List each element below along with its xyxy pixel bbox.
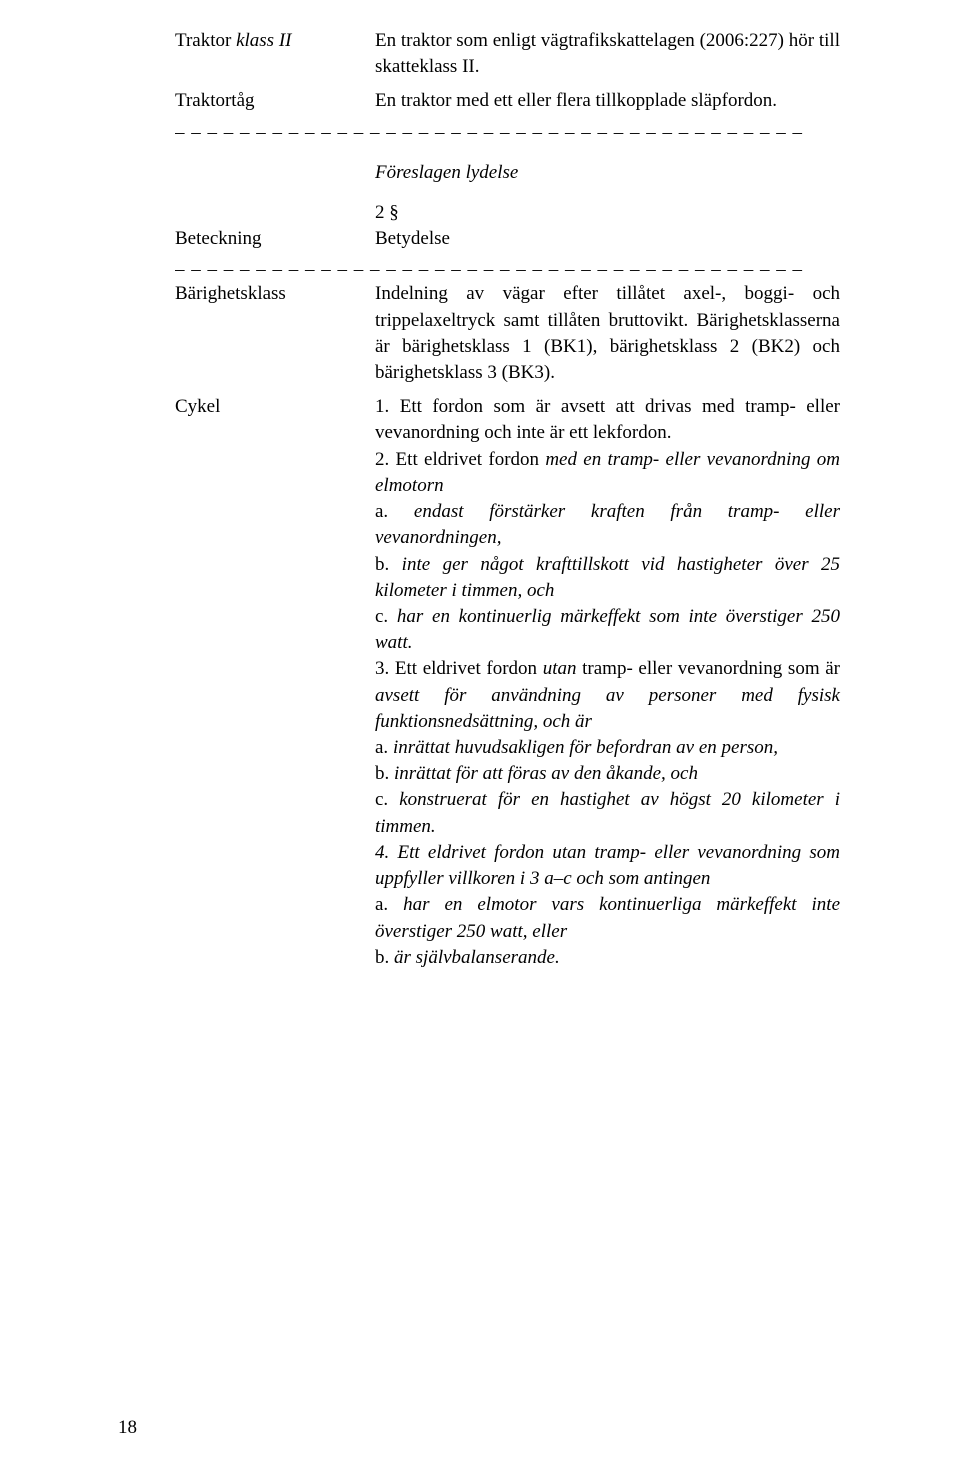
list-subitem: b. är självbalanserande. [375, 945, 840, 971]
text-run: c. [375, 789, 399, 810]
list-subitem: a. endast förstärker kraften från tramp-… [375, 499, 840, 551]
section-number: 2 § [175, 200, 840, 226]
definition-row: Traktortåg En traktor med ett eller fler… [175, 88, 840, 114]
term-cell: Traktor klass II [175, 28, 375, 80]
list-item: 2. Ett eldrivet fordon med en tramp- ell… [375, 447, 840, 499]
dashed-divider: – – – – – – – – – – – – – – – – – – – – … [175, 123, 840, 142]
definition-row: Bärighetsklass Indelning av vägar efter … [175, 281, 840, 386]
text-run-italic: inrättat för att föras av den åkande, oc… [394, 763, 698, 784]
text-run-italic: inte ger något krafttillskott vid hastig… [375, 554, 840, 601]
header-def: Betydelse [375, 226, 840, 252]
text-run: c. [375, 606, 397, 627]
text-run: 2. Ett eldrivet fordon [375, 449, 545, 470]
list-subitem: a. har en elmotor vars kontinuer­liga mä… [375, 892, 840, 944]
term-plain: Traktortåg [175, 90, 255, 111]
list-subitem: a. inrättat huvudsakligen för befordran … [375, 735, 840, 761]
text-run-italic: avsett för användning av personer med fy… [375, 685, 840, 732]
definition-row: Traktor klass II En traktor som enligt v… [175, 28, 840, 80]
text-run: a. [375, 737, 393, 758]
text-run: tramp- eller vevanordning som är [582, 658, 840, 679]
term-plain: Traktor [175, 30, 236, 51]
dashed-divider: – – – – – – – – – – – – – – – – – – – – … [175, 260, 840, 279]
text-run-italic: utan [543, 658, 582, 679]
list-subitem: c. har en kontinuerlig märkeffekt som in… [375, 604, 840, 656]
text-run-italic: konstruerat för en hastighet av högst 20… [375, 789, 840, 836]
text-run-italic: har en elmotor vars kontinuer­liga märke… [375, 894, 840, 941]
definition-cell: En traktor med ett eller flera till­kopp… [375, 88, 840, 114]
list-item: 3. Ett eldrivet fordon utan tramp- eller… [375, 656, 840, 735]
definition-cell: Indelning av vägar efter tillåtet axel-,… [375, 281, 840, 386]
term-italic: klass II [236, 30, 291, 51]
text-run: 3. Ett eldrivet fordon [375, 658, 543, 679]
term-cell: Bärighetsklass [175, 281, 375, 386]
proposed-heading: Föreslagen lydelse [175, 160, 840, 186]
text-run: b. [375, 554, 402, 575]
list-item: 4. Ett eldrivet fordon utan tramp- eller… [375, 840, 840, 892]
header-row: Beteckning Betydelse [175, 226, 840, 252]
header-term: Beteckning [175, 226, 375, 252]
list-subitem: b. inrättat för att föras av den åkande,… [375, 761, 840, 787]
text-run: a. [375, 894, 403, 915]
definition-row: Cykel 1. Ett fordon som är avsett att dr… [175, 394, 840, 971]
text-run-italic: är självbalanserande. [394, 947, 560, 968]
term-cell: Cykel [175, 394, 375, 971]
list-subitem: c. konstruerat för en hastighet av högst… [375, 787, 840, 839]
definition-cell: 1. Ett fordon som är avsett att drivas m… [375, 394, 840, 971]
list-subitem: b. inte ger något krafttillskott vid has… [375, 552, 840, 604]
text-run: a. [375, 501, 414, 522]
text-run-italic: inrättat huvudsakligen för befordran av … [393, 737, 778, 758]
page-number: 18 [118, 1415, 137, 1441]
text-run-italic: har en kontinuerlig märkeffekt som inte … [375, 606, 840, 653]
term-cell: Traktortåg [175, 88, 375, 114]
list-item: 1. Ett fordon som är avsett att drivas m… [375, 394, 840, 446]
text-run: b. [375, 763, 394, 784]
text-run-italic: endast förstärker kraften från tramp- el… [375, 501, 840, 548]
definition-cell: En traktor som enligt vägtrafik­skattela… [375, 28, 840, 80]
text-run: b. [375, 947, 394, 968]
